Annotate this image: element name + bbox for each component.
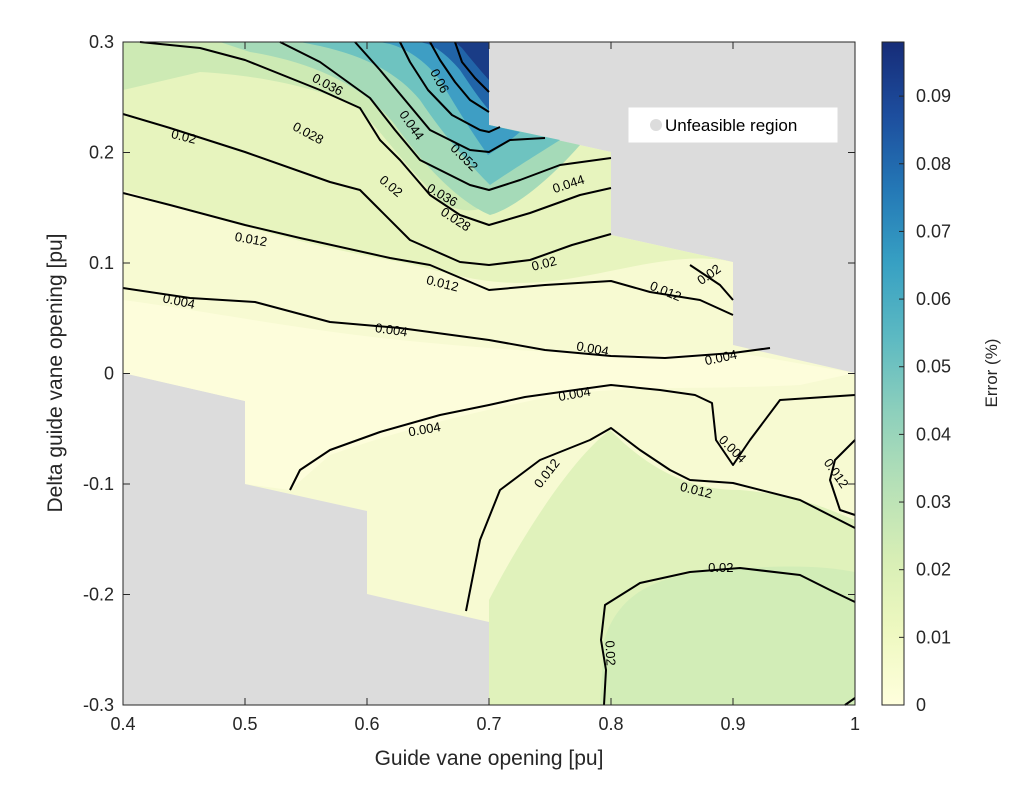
x-tick-label: 0.6 [354, 714, 379, 734]
y-tick-label: 0.1 [89, 253, 114, 273]
contour-line [289, 384, 856, 491]
contour-line [399, 41, 501, 133]
contour-label-text: 0.02 [602, 640, 618, 666]
contour-label-text: 0.004 [557, 384, 592, 404]
contour-line [689, 264, 734, 301]
y-tick-label: 0.3 [89, 32, 114, 52]
contour-label-text: 0.004 [575, 338, 610, 358]
contour-label-text: 0.004 [407, 419, 442, 439]
y-tick-label: -0.3 [83, 695, 114, 715]
colorbar-tick-label: 0.08 [916, 154, 951, 174]
contour-label: 0.004 [703, 347, 738, 368]
colorbar-tick-label: 0.04 [916, 424, 951, 444]
legend-label: Unfeasible region [665, 116, 797, 135]
colorbar-ticks: 0 0.01 0.02 0.03 0.04 0.05 0.06 0.07 0.08 0.09 [899, 86, 951, 715]
band-upper-deep [455, 42, 489, 80]
x-tick-label: 0.7 [476, 714, 501, 734]
contour-label: 0.02 [170, 126, 198, 147]
colorbar-tick-label: 0.01 [916, 627, 951, 647]
contour-line [139, 41, 612, 226]
contour-line [829, 439, 856, 516]
contour-label-text: 0.004 [162, 290, 197, 311]
contour-label: 0.02 [530, 253, 558, 274]
colorbar-tick-label: 0.09 [916, 86, 951, 106]
legend-marker-icon [650, 119, 662, 131]
colorbar-tick-label: 0.07 [916, 221, 951, 241]
y-tick-label: 0.2 [89, 143, 114, 163]
contour-label: 0.004 [557, 384, 592, 404]
contour-label: 0.004 [162, 290, 197, 311]
contour-label-text: 0.02 [708, 560, 733, 575]
contour-line [600, 567, 856, 706]
y-tick-label: -0.1 [83, 474, 114, 494]
contour-line [844, 697, 856, 706]
x-axis-label: Guide vane opening [pu] [375, 747, 604, 770]
y-axis-ticks: -0.3 -0.2 -0.1 0 0.1 0.2 0.3 [83, 32, 855, 715]
colorbar-tick-label: 0.03 [916, 492, 951, 512]
x-tick-label: 0.9 [720, 714, 745, 734]
x-tick-label: 1 [850, 714, 860, 734]
contour-label-text: 0.004 [374, 320, 408, 339]
y-axis-label: Delta guide vane opening [pu] [44, 233, 67, 512]
y-tick-label: -0.2 [83, 585, 114, 605]
contour-label-text: 0.02 [170, 126, 198, 147]
legend: Unfeasible region [628, 107, 838, 143]
contour-label: 0.004 [575, 338, 610, 358]
colorbar: 0 0.01 0.02 0.03 0.04 0.05 0.06 0.07 0.08 0.09 Er… [881, 41, 1001, 715]
contour-label-text: 0.012 [234, 229, 269, 249]
colorbar-tick-label: 0.02 [916, 560, 951, 580]
contour-line [122, 113, 612, 266]
colorbar-label: Error (%) [982, 339, 1001, 408]
colorbar-gradient [881, 41, 905, 706]
contour-label: 0.004 [374, 320, 408, 339]
contour-label: 0.004 [407, 419, 442, 439]
contour-line [354, 41, 546, 153]
contour-lines [122, 41, 856, 706]
band-0-004-low [123, 300, 855, 490]
contour-line [429, 41, 490, 113]
contour-label: 0.02 [708, 560, 733, 575]
x-tick-label: 0.8 [598, 714, 623, 734]
legend-box [628, 107, 838, 143]
x-tick-label: 0.5 [232, 714, 257, 734]
contour-line [454, 41, 490, 93]
colorbar-tick-label: 0.06 [916, 289, 951, 309]
x-axis-ticks: 0.4 0.5 0.6 0.7 0.8 0.9 1 [110, 42, 860, 734]
x-tick-label: 0.4 [110, 714, 135, 734]
contour-line [465, 427, 856, 612]
contour-label: 0.012 [234, 229, 269, 249]
contour-label-text: 0.004 [703, 347, 738, 368]
contour-label-text: 0.02 [530, 253, 558, 274]
contour-label: 0.02 [602, 640, 618, 666]
colorbar-tick-label: 0 [916, 695, 926, 715]
y-tick-label: 0 [104, 364, 114, 384]
band-lower-right-core [600, 566, 855, 705]
contour-line [279, 41, 612, 191]
contour-line [122, 287, 771, 359]
contour-line [122, 192, 734, 316]
colorbar-tick-label: 0.05 [916, 357, 951, 377]
